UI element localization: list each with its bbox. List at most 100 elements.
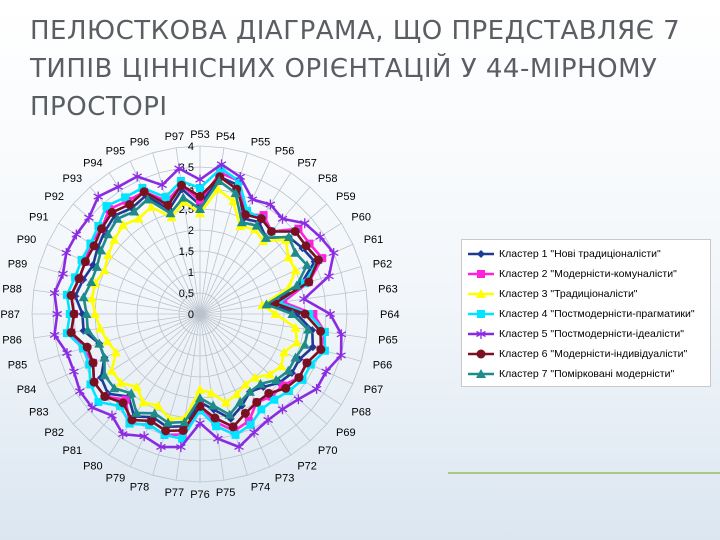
data-point: [178, 425, 188, 435]
data-point: [294, 373, 304, 383]
category-label: P64: [380, 309, 400, 321]
data-point: [270, 395, 279, 404]
data-point: [99, 370, 110, 380]
data-point: [328, 247, 339, 258]
data-point: [251, 220, 262, 230]
data-point: [336, 329, 347, 340]
data-point: [131, 407, 142, 417]
data-point: [231, 389, 242, 399]
data-point: [69, 366, 79, 377]
data-point: [264, 388, 274, 398]
data-point: [261, 299, 272, 309]
grid-spoke: [175, 313, 201, 481]
data-point: [302, 358, 312, 368]
data-point: [290, 226, 300, 236]
category-label: P81: [63, 445, 83, 457]
data-point: [117, 429, 128, 440]
data-point: [336, 350, 346, 361]
legend-item: Кластер 2 "Модерністи-комуналісти": [466, 264, 706, 284]
data-point: [228, 422, 238, 432]
data-point: [476, 349, 486, 359]
data-point: [86, 293, 97, 303]
data-point: [208, 400, 219, 410]
legend-label: Кластер 1 "Нові традиціоналісти": [499, 248, 661, 260]
radial-tick-labels: 00,511,522,533,54: [179, 141, 194, 321]
category-label: P63: [378, 283, 398, 295]
radial-tick-label: 1,5: [179, 246, 194, 258]
legend-item: Кластер 3 "Традиціоналісти": [466, 284, 706, 304]
category-label: P67: [364, 384, 384, 396]
radial-tick-label: 1: [188, 267, 194, 279]
data-point: [235, 177, 244, 186]
data-point: [325, 309, 336, 319]
data-point: [265, 199, 276, 210]
data-point: [195, 393, 205, 402]
data-point: [131, 382, 142, 392]
legend-swatch: [468, 289, 494, 298]
data-point: [476, 369, 486, 378]
data-point: [157, 180, 167, 191]
data-point: [94, 338, 105, 348]
data-point: [103, 249, 114, 259]
grid-spoke: [199, 266, 362, 315]
data-point: [153, 400, 164, 410]
data-point: [109, 234, 120, 244]
grid-spoke: [175, 147, 201, 315]
data-point: [267, 226, 277, 236]
data-point: [176, 180, 186, 190]
data-point: [290, 352, 301, 362]
category-label: P89: [8, 258, 28, 270]
data-point: [299, 218, 310, 229]
legend-label: Кластер 3 "Традиціоналісти": [499, 288, 638, 300]
radial-tick-label: 3: [188, 183, 194, 195]
data-point: [81, 309, 92, 318]
data-point: [271, 375, 282, 385]
data-point: [324, 271, 334, 282]
data-point: [234, 441, 244, 452]
data-point: [313, 255, 323, 265]
category-label: P77: [165, 487, 185, 499]
legend-label: Кластер 2 "Модерністи-комуналісти": [499, 268, 677, 280]
category-label: P75: [216, 487, 236, 499]
series-7: [78, 175, 314, 427]
data-point: [303, 324, 314, 334]
data-point: [96, 245, 107, 255]
data-point: [89, 241, 99, 251]
category-label: P57: [297, 158, 317, 170]
data-point: [244, 386, 255, 396]
data-point: [84, 212, 94, 223]
data-point: [308, 343, 317, 352]
data-point: [476, 329, 486, 339]
data-point: [110, 347, 121, 357]
data-point: [163, 417, 174, 427]
category-label: P68: [351, 406, 371, 418]
data-point: [228, 196, 239, 206]
grid-spoke: [199, 313, 248, 476]
data-point: [299, 294, 309, 305]
data-point: [281, 383, 291, 393]
data-point: [107, 207, 117, 217]
data-point: [99, 265, 110, 275]
data-point: [293, 394, 304, 405]
category-label: P69: [336, 427, 356, 439]
category-label: P96: [130, 136, 150, 148]
category-label: P72: [297, 460, 317, 472]
grid-spoke: [108, 313, 201, 456]
category-label: P74: [251, 482, 271, 494]
data-point: [112, 213, 123, 223]
data-point: [142, 194, 153, 204]
data-point: [206, 387, 217, 397]
data-point: [291, 337, 302, 347]
data-point: [126, 388, 137, 398]
legend-label: Кластер 6 "Модерністи-індивідуалісти": [499, 348, 688, 360]
category-label: P92: [44, 191, 64, 203]
category-label: P95: [106, 145, 126, 157]
radial-tick-label: 2: [188, 225, 194, 237]
data-point: [316, 344, 326, 354]
legend-swatch: [468, 250, 494, 258]
legend-swatch: [468, 329, 494, 339]
data-point: [316, 326, 326, 336]
data-point: [74, 274, 84, 284]
category-label: P84: [17, 384, 37, 396]
